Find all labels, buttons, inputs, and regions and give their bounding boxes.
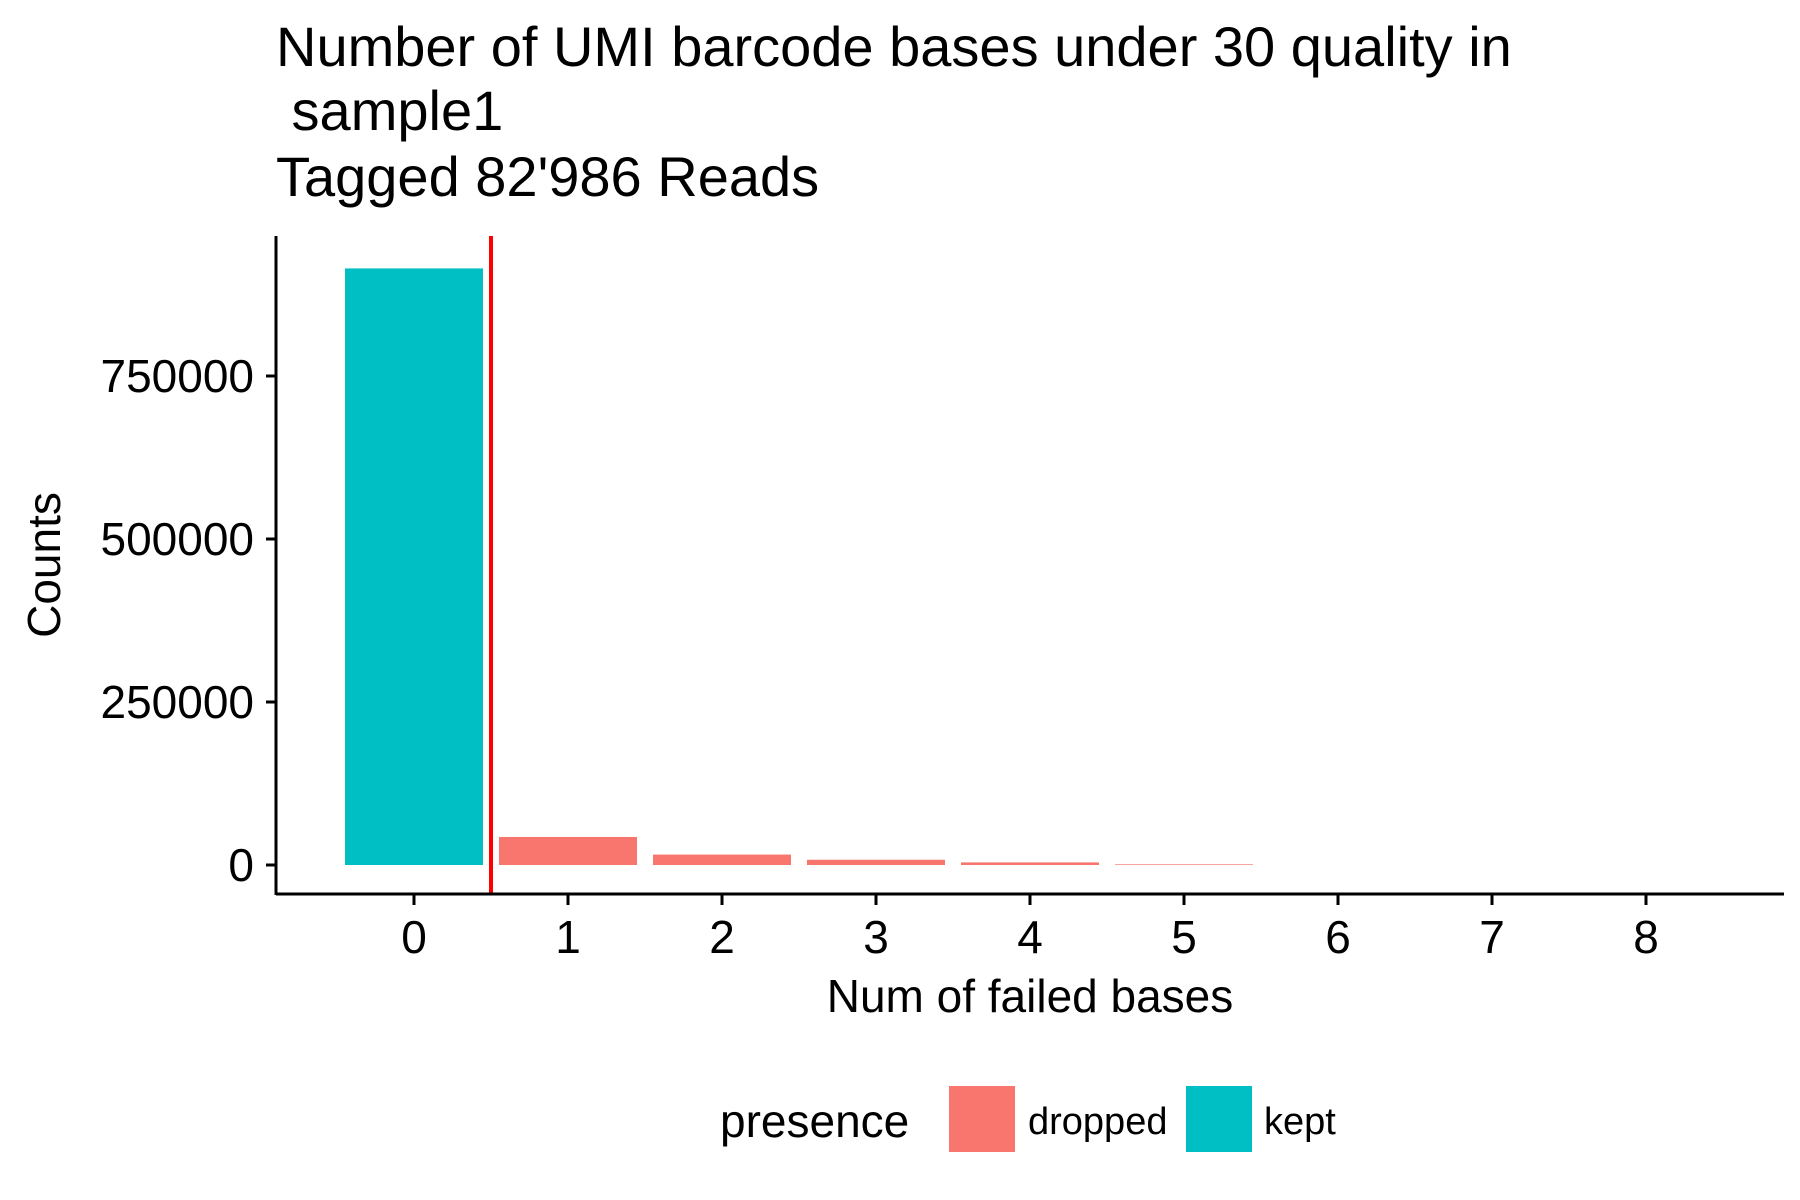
title-line-1: Number of UMI barcode bases under 30 qua… [276,15,1512,78]
bar-3 [807,859,945,865]
x-axis-title: Num of failed bases [827,970,1234,1022]
bars-layer [345,268,1253,865]
x-tick-label: 8 [1633,911,1659,963]
y-axis-title: Counts [18,492,70,638]
y-tick-label: 500000 [101,513,255,565]
legend-label-dropped: dropped [1028,1101,1167,1143]
y-tick-label: 0 [228,839,254,891]
bar-1 [499,836,637,865]
chart-title: Number of UMI barcode bases under 30 qua… [276,15,1512,208]
bar-5 [1115,864,1253,865]
legend: presence dropped kept [720,1086,1336,1152]
x-ticks: 0 1 2 3 4 5 6 7 8 [401,894,1659,963]
bar-0 [345,268,483,865]
legend-title: presence [720,1095,909,1147]
bar-2 [653,854,791,865]
x-tick-label: 5 [1171,911,1197,963]
x-tick-label: 4 [1017,911,1043,963]
title-line-2: sample1 [276,79,503,142]
x-tick-label: 0 [401,911,427,963]
bar-4 [961,862,1099,865]
title-line-3: Tagged 82'986 Reads [276,145,819,208]
x-tick-label: 2 [709,911,735,963]
legend-label-kept: kept [1264,1101,1336,1143]
x-tick-label: 7 [1479,911,1505,963]
y-ticks: 0 250000 500000 750000 [101,350,276,891]
legend-swatch-dropped [949,1086,1015,1152]
y-tick-label: 750000 [101,350,255,402]
x-tick-label: 1 [555,911,581,963]
legend-swatch-kept [1186,1086,1252,1152]
y-tick-label: 250000 [101,676,255,728]
x-tick-label: 6 [1325,911,1351,963]
x-tick-label: 3 [863,911,889,963]
